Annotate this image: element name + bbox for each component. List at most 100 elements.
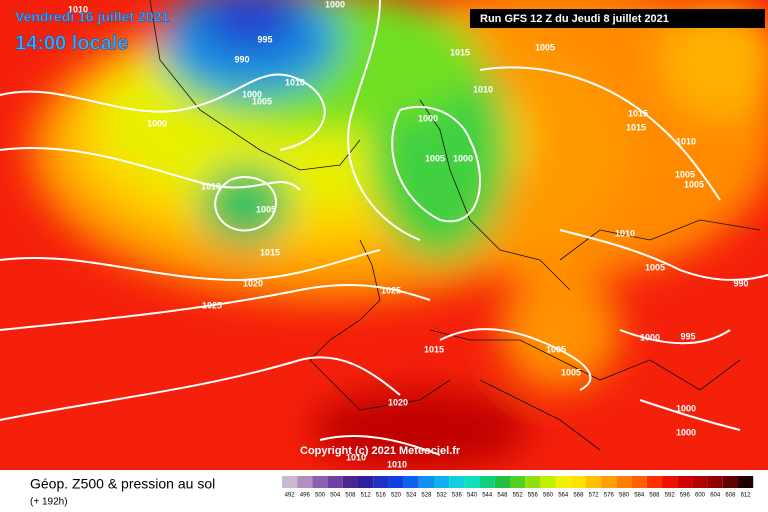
isobar-label: 1000 — [418, 113, 438, 123]
colorbar-label: 556 — [528, 493, 539, 499]
colorbar-label: 516 — [376, 493, 387, 499]
colorbar-cell — [297, 476, 313, 488]
map-field — [0, 0, 768, 470]
colorbar-label: 528 — [421, 493, 432, 499]
isobar-label: 990 — [234, 54, 249, 64]
colorbar-label: 612 — [741, 493, 752, 499]
colorbar-label: 576 — [604, 493, 615, 499]
colorbar-cell — [449, 476, 465, 488]
colorbar-label: 584 — [634, 493, 645, 499]
isobars — [0, 0, 768, 456]
colorbar-cell — [388, 476, 404, 488]
isobar-label: 1005 — [561, 367, 581, 377]
isobar-label: 1010 — [615, 228, 635, 238]
isobar-label: 1005 — [675, 169, 695, 179]
colorbar-label: 604 — [710, 493, 721, 499]
colorbar-cell — [525, 476, 541, 488]
colorbar-cell — [586, 476, 602, 488]
isobar-label: 995 — [257, 34, 272, 44]
forecast-time: 14:00 locale — [15, 32, 128, 54]
isobar-label: 1020 — [243, 278, 263, 288]
colorbar-label: 532 — [437, 493, 448, 499]
colorbar-cell — [692, 476, 708, 488]
colorbar-cell — [282, 476, 298, 488]
isobar-label: 1010 — [201, 181, 221, 191]
colorbar-label: 572 — [589, 493, 600, 499]
colorbar-cell — [403, 476, 419, 488]
colorbar-cell — [312, 476, 328, 488]
isobar-label: 1010 — [285, 77, 305, 87]
colorbar-label: 580 — [619, 493, 630, 499]
isobar-label: 1015 — [450, 47, 470, 57]
coastlines — [149, 0, 761, 451]
colorbar-label: 520 — [391, 493, 402, 499]
isobar-label: 990 — [733, 278, 748, 288]
isobar-label: 1005 — [684, 179, 704, 189]
colorbar-label: 608 — [725, 493, 736, 499]
colorbar-label: 544 — [482, 493, 493, 499]
colorbar-cell — [373, 476, 389, 488]
colorbar-label: 536 — [452, 493, 463, 499]
colorbar-label: 564 — [558, 493, 569, 499]
run-info-box — [470, 9, 765, 28]
colorbar-label: 596 — [680, 493, 691, 499]
forecast-hour: (+ 192h) — [30, 497, 68, 508]
isobar-label: 1000 — [325, 0, 345, 9]
colorbar-label: 512 — [361, 493, 372, 499]
colorbar-cell — [646, 476, 662, 488]
colorbar-label: 504 — [330, 493, 341, 499]
isobar-label: 1005 — [425, 153, 445, 163]
colorbar-label: 552 — [513, 493, 524, 499]
colorbar-cell — [342, 476, 358, 488]
colorbar-cell — [616, 476, 632, 488]
colorbar-label: 568 — [573, 493, 584, 499]
colorbar-cell — [464, 476, 480, 488]
colorbar-label: 540 — [467, 493, 478, 499]
colorbar-cell — [738, 476, 754, 488]
colorbar-cell — [327, 476, 343, 488]
isobar-label: 1010 — [473, 84, 493, 94]
isobar-label: 1005 — [535, 42, 555, 52]
colorbar-label: 548 — [497, 493, 508, 499]
colorbar-cell — [707, 476, 723, 488]
isobar-label: 1025 — [381, 285, 401, 295]
run-info: Run GFS 12 Z du Jeudi 8 juillet 2021 — [480, 13, 669, 25]
isobar-label: 1000 — [147, 118, 167, 128]
isobar-label: 1000 — [676, 427, 696, 437]
colorbar-label: 496 — [300, 493, 311, 499]
isobar-label: 1000 — [676, 403, 696, 413]
isobar-label: 1010 — [346, 452, 366, 462]
isobar-label: 1015 — [626, 122, 646, 132]
isobar-label: 1015 — [628, 108, 648, 118]
copyright: Copyright (c) 2021 Meteociel.fr — [300, 445, 461, 457]
isobar-label: 1010 — [68, 4, 88, 14]
colorbar-cell — [540, 476, 556, 488]
colorbar-cell — [418, 476, 434, 488]
isobar-label: 1000 — [453, 153, 473, 163]
isobar-label: 1000 — [640, 332, 660, 342]
isobar-label: 995 — [680, 331, 695, 341]
isobar-label: 1015 — [424, 344, 444, 354]
colorbar-label: 492 — [285, 493, 296, 499]
colorbar-cell — [555, 476, 571, 488]
colorbar-label: 500 — [315, 493, 326, 499]
colorbar-cell — [510, 476, 526, 488]
colorbar-cell — [601, 476, 617, 488]
isobar-label: 1015 — [260, 247, 280, 257]
colorbar-label: 508 — [345, 493, 356, 499]
isobar-label: 1005 — [256, 204, 276, 214]
isobar-label: 1005 — [546, 344, 566, 354]
colorbar-label: 560 — [543, 493, 554, 499]
colorbar-cell — [494, 476, 510, 488]
isobar-label: 1000 — [242, 89, 262, 99]
isobar-label: 1025 — [202, 300, 222, 310]
colorbar-cell — [631, 476, 647, 488]
colorbar-label: 588 — [649, 493, 660, 499]
colorbar-cell — [570, 476, 586, 488]
isobar-label: 1020 — [388, 397, 408, 407]
isobar-label: 1010 — [387, 459, 407, 469]
colorbar-cell — [677, 476, 693, 488]
footer-title: Géop. Z500 & pression au sol — [30, 476, 215, 492]
